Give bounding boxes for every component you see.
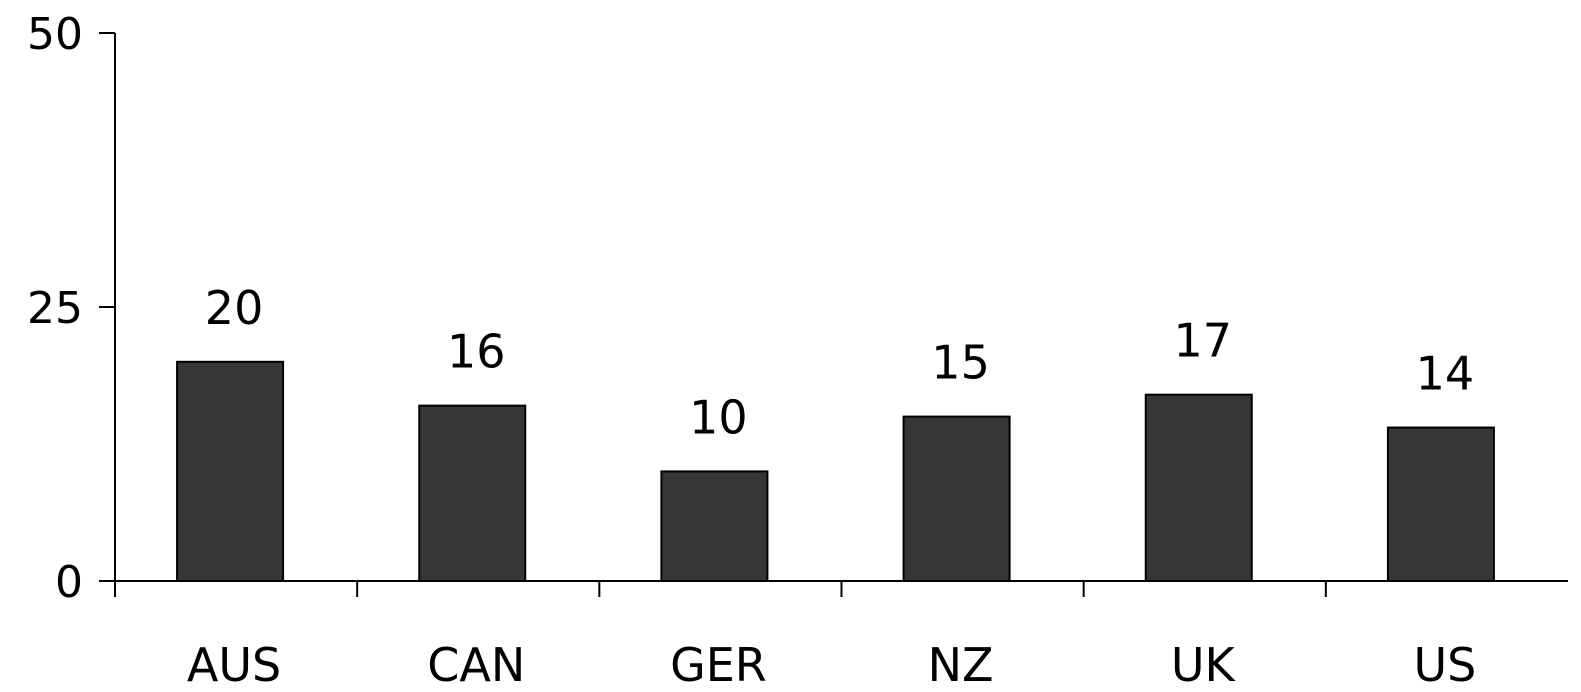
data-label: 15 — [931, 336, 990, 390]
data-label: 17 — [1173, 314, 1232, 368]
category-label: GER — [670, 638, 767, 692]
bar-can — [418, 404, 527, 583]
data-label: 20 — [205, 281, 264, 335]
x-ticks — [114, 581, 1327, 597]
bar-uk — [1144, 393, 1253, 582]
bar-us — [1386, 426, 1495, 582]
bars — [176, 360, 1495, 583]
y-tick-label: 0 — [55, 557, 83, 608]
data-label: 16 — [447, 325, 506, 379]
data-label: 10 — [689, 390, 748, 444]
category-label: CAN — [427, 638, 525, 692]
category-label: US — [1413, 638, 1476, 692]
bar-aus — [176, 360, 285, 582]
category-label: UK — [1171, 638, 1237, 692]
y-tick-label: 25 — [27, 283, 83, 334]
category-labels: AUS CAN GER NZ UK US — [187, 638, 1476, 692]
data-label: 14 — [1416, 347, 1475, 401]
y-tick-label: 50 — [27, 9, 83, 60]
bar-ger — [660, 470, 769, 582]
data-labels: 20 16 10 15 17 14 — [205, 281, 1474, 445]
y-ticks: 0 25 50 — [27, 9, 115, 608]
bar-nz — [902, 415, 1011, 582]
category-label: AUS — [187, 638, 281, 692]
category-label: NZ — [928, 638, 994, 692]
